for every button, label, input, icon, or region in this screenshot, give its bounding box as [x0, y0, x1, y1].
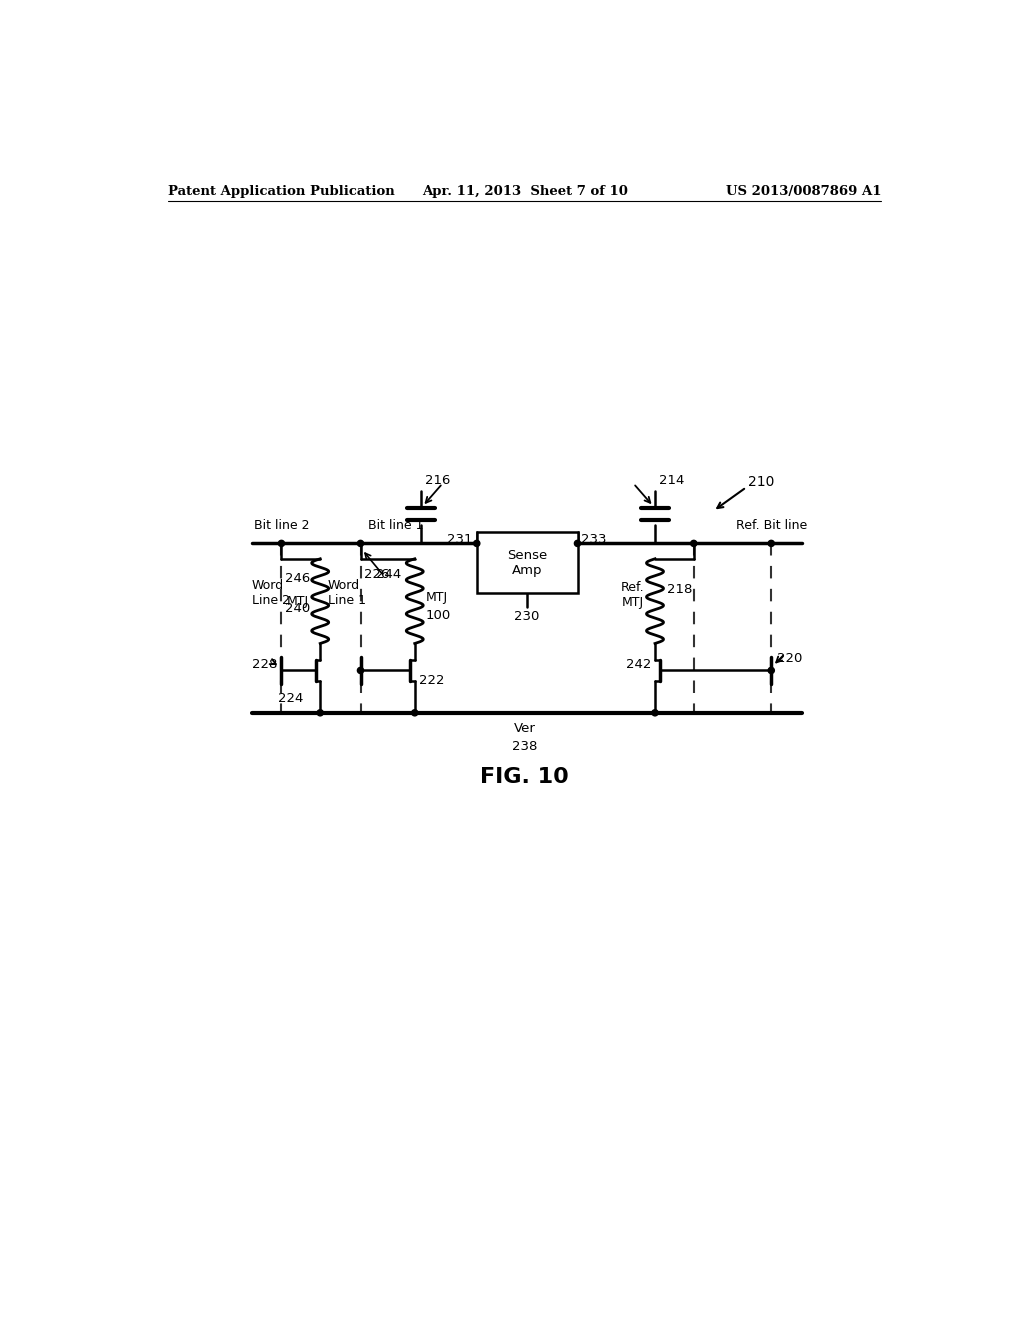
Text: 240: 240	[285, 602, 310, 615]
Text: Word
Line 2: Word Line 2	[252, 579, 290, 607]
Text: Ver: Ver	[514, 722, 536, 735]
Text: 230: 230	[514, 610, 540, 623]
Text: Sense
Amp: Sense Amp	[507, 549, 547, 577]
Text: 222: 222	[419, 675, 444, 688]
Bar	[477, 532, 578, 594]
Text: 231: 231	[447, 533, 473, 546]
Circle shape	[652, 710, 658, 715]
Text: 220: 220	[777, 652, 803, 665]
Text: 242: 242	[626, 657, 651, 671]
Text: Word
Line 1: Word Line 1	[328, 579, 366, 607]
Text: Bit line 2: Bit line 2	[254, 519, 309, 532]
Circle shape	[768, 540, 774, 546]
Circle shape	[357, 540, 364, 546]
Text: Patent Application Publication: Patent Application Publication	[168, 185, 395, 198]
Circle shape	[574, 540, 581, 546]
Text: US 2013/0087869 A1: US 2013/0087869 A1	[726, 185, 882, 198]
Text: MTJ: MTJ	[426, 591, 447, 603]
Text: 228: 228	[252, 657, 278, 671]
Circle shape	[474, 540, 480, 546]
Circle shape	[279, 540, 285, 546]
Text: 233: 233	[582, 533, 607, 546]
Text: 238: 238	[512, 739, 538, 752]
Text: 214: 214	[658, 474, 684, 487]
Circle shape	[690, 540, 697, 546]
Text: Apr. 11, 2013  Sheet 7 of 10: Apr. 11, 2013 Sheet 7 of 10	[422, 185, 628, 198]
Text: 210: 210	[748, 475, 774, 488]
Text: Ref. Bit line: Ref. Bit line	[735, 519, 807, 532]
Circle shape	[768, 668, 774, 673]
Text: Ref.
MTJ: Ref. MTJ	[621, 581, 644, 609]
Text: 216: 216	[425, 474, 451, 487]
Text: 218: 218	[668, 583, 693, 597]
Text: MTJ: MTJ	[287, 594, 309, 607]
Text: 100: 100	[426, 609, 451, 622]
Text: 246: 246	[285, 572, 310, 585]
Circle shape	[357, 668, 364, 673]
Text: 244: 244	[376, 568, 400, 581]
Text: Bit line 1: Bit line 1	[368, 519, 423, 532]
Circle shape	[412, 710, 418, 715]
Text: 226: 226	[364, 568, 389, 581]
Circle shape	[317, 710, 324, 715]
Text: 224: 224	[278, 692, 303, 705]
Text: FIG. 10: FIG. 10	[480, 767, 569, 787]
